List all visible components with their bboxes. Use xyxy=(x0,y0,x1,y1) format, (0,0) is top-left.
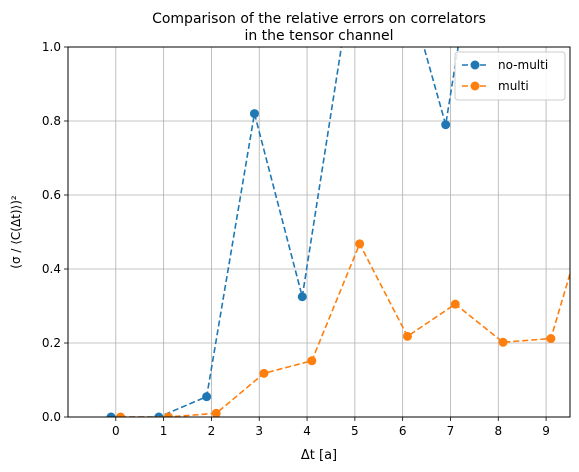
grid xyxy=(68,46,570,418)
x-tick-label: 2 xyxy=(208,424,216,438)
legend: no-multi multi xyxy=(454,51,566,101)
y-tick-label: 0.8 xyxy=(42,114,61,128)
plot-frame xyxy=(67,46,571,418)
legend-label-no-multi: no-multi xyxy=(498,58,548,72)
data-point-multi xyxy=(498,337,508,347)
legend-box xyxy=(454,51,566,101)
data-point-no-multi xyxy=(154,412,164,417)
series-line-multi xyxy=(120,241,570,417)
chart-title-line-2: in the tensor channel xyxy=(244,28,393,44)
x-tick-label: 7 xyxy=(447,424,455,438)
y-tick-label: 1.0 xyxy=(42,40,61,54)
x-tick-label: 6 xyxy=(399,424,407,438)
series-layer xyxy=(106,47,570,417)
y-axis-label: (σ / ⟨C(Δt)⟩)² xyxy=(9,195,23,269)
data-point-no-multi xyxy=(202,392,212,402)
x-tick-label: 5 xyxy=(351,424,359,438)
legend-marker-multi xyxy=(470,81,480,91)
y-tick-label: 0.4 xyxy=(42,262,61,276)
data-point-multi xyxy=(116,412,126,417)
y-tick-label: 0.2 xyxy=(42,336,61,350)
series-line-no-multi xyxy=(111,47,459,417)
x-tick-label: 3 xyxy=(255,424,263,438)
legend-label-multi: multi xyxy=(498,79,529,93)
ticks: 0 1 2 3 4 5 6 7 8 9 0.0 0.2 0.4 0.6 0.8 1.0 xyxy=(42,40,550,438)
chart-title-line-1: Comparison of the relative errors on cor… xyxy=(152,11,486,27)
data-point-multi xyxy=(163,412,173,417)
x-axis-label: Δt [a] xyxy=(301,448,337,463)
data-point-multi xyxy=(211,408,221,417)
data-point-multi xyxy=(546,334,556,344)
x-tick-label: 4 xyxy=(303,424,311,438)
data-point-multi xyxy=(355,239,365,249)
y-tick-label: 0.0 xyxy=(42,410,61,424)
x-tick-label: 1 xyxy=(160,424,168,438)
data-point-multi xyxy=(259,368,269,378)
x-tick-label: 0 xyxy=(112,424,120,438)
x-tick-label: 9 xyxy=(542,424,550,438)
data-point-no-multi xyxy=(441,120,451,130)
data-point-no-multi xyxy=(249,109,259,119)
legend-marker-no-multi xyxy=(470,60,480,70)
data-point-no-multi xyxy=(106,412,116,417)
data-point-multi xyxy=(307,356,317,366)
data-point-multi xyxy=(450,299,460,309)
y-tick-label: 0.6 xyxy=(42,188,61,202)
x-tick-label: 8 xyxy=(494,424,502,438)
data-point-multi xyxy=(402,331,412,341)
data-point-no-multi xyxy=(297,292,307,302)
